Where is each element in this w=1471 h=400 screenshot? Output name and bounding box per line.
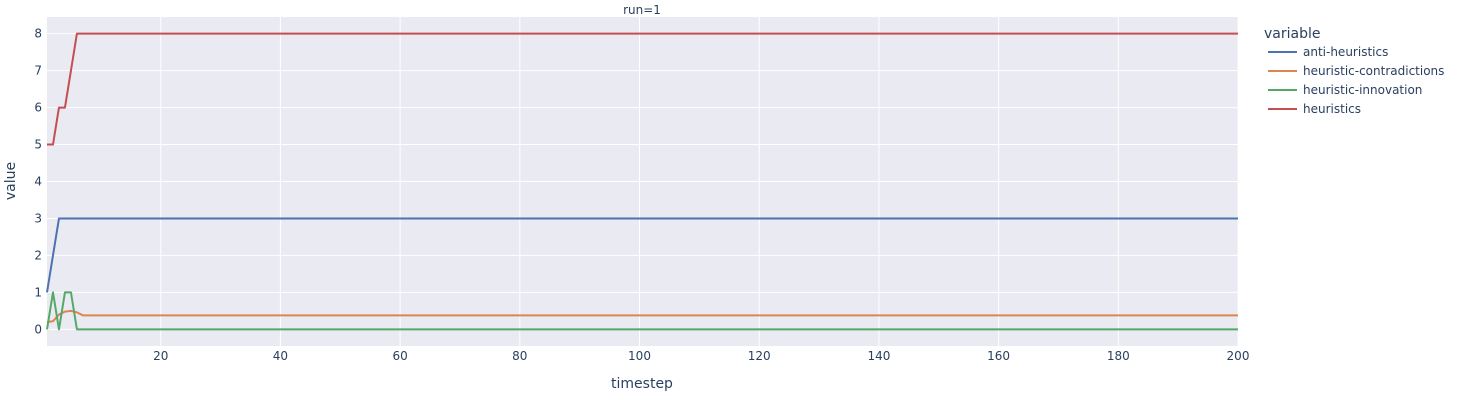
- series-line-heuristic-innovation: [46, 291, 1238, 331]
- x-tick-label: 60: [392, 349, 407, 363]
- y-tick-label: 2: [34, 248, 42, 262]
- x-tick-label: 140: [867, 349, 890, 363]
- legend-items: anti-heuristics heuristic-contradictions h…: [1268, 45, 1444, 116]
- y-tick-label: 7: [34, 64, 42, 78]
- facet-title: run=1: [623, 3, 661, 17]
- x-tick-label: 120: [748, 349, 771, 363]
- legend-label-heuristic-contradictions: heuristic-contradictions: [1303, 64, 1444, 78]
- y-axis-title: value: [3, 162, 19, 200]
- x-tick-label: 20: [153, 349, 168, 363]
- y-tick-label: 3: [34, 211, 42, 225]
- x-tick-label: 100: [628, 349, 651, 363]
- y-tick-label: 4: [34, 175, 42, 189]
- series-line-heuristic-contradictions: [46, 309, 1238, 323]
- y-tick-label: 1: [34, 285, 42, 299]
- legend-label-heuristics: heuristics: [1303, 102, 1361, 116]
- legend-title: variable: [1264, 26, 1320, 42]
- y-tick-label: 8: [34, 27, 42, 41]
- x-tick-label: 160: [987, 349, 1010, 363]
- series-line-heuristics: [47, 32, 1238, 146]
- series-line-anti-heuristics: [46, 217, 1238, 293]
- y-tick-label: 5: [34, 138, 42, 152]
- legend-label-heuristic-innovation: heuristic-innovation: [1303, 83, 1422, 97]
- x-tick-label: 80: [512, 349, 527, 363]
- legend: variable anti-heuristics heuristic-contra…: [1264, 26, 1444, 116]
- x-tick-label: 40: [273, 349, 288, 363]
- x-tick-label: 180: [1107, 349, 1130, 363]
- series-lines: [46, 32, 1238, 331]
- legend-label-anti-heuristics: anti-heuristics: [1303, 45, 1388, 59]
- x-tick-labels: 20 40 60 80 100 120 140 160 180 200: [153, 349, 1249, 363]
- y-tick-label: 6: [34, 101, 42, 115]
- y-tick-label: 0: [34, 322, 42, 336]
- x-axis-title: timestep: [611, 376, 673, 392]
- x-tick-label: 200: [1227, 349, 1250, 363]
- y-tick-labels: 0 1 2 3 4 5 6 7 8: [34, 27, 42, 337]
